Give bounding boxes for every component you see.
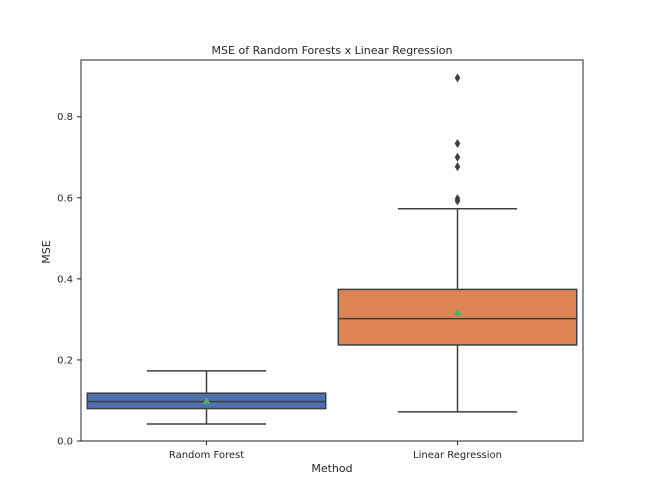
y-axis-label: MSE xyxy=(40,240,53,263)
outlier-point xyxy=(454,138,461,148)
y-tick-label: 0.0 xyxy=(57,437,73,448)
y-tick-label: 0.2 xyxy=(57,355,73,366)
outlier-point xyxy=(454,73,461,83)
outlier-point xyxy=(454,194,461,204)
x-axis-label: Method xyxy=(311,462,352,475)
y-tick-label: 0.4 xyxy=(57,274,73,285)
plot-area xyxy=(80,59,584,442)
outlier-point xyxy=(454,152,461,162)
iqr-box xyxy=(337,288,578,346)
x-tick-label: Linear Regression xyxy=(413,450,502,461)
mean-marker xyxy=(453,308,462,316)
y-tick-label: 0.8 xyxy=(57,112,73,123)
box-group-1 xyxy=(86,370,327,425)
mean-marker xyxy=(202,396,211,405)
chart-title: MSE of Random Forests x Linear Regressio… xyxy=(212,44,453,57)
axes-frame xyxy=(80,59,584,442)
y-tick-label: 0.6 xyxy=(57,193,73,204)
x-tick-label: Random Forest xyxy=(169,450,244,461)
box-group-2 xyxy=(337,73,578,413)
outlier-point xyxy=(454,162,461,172)
x-axis: Random Forest Linear Regression xyxy=(169,441,502,461)
y-axis: 0.0 0.2 0.4 0.6 0.8 xyxy=(57,112,81,448)
